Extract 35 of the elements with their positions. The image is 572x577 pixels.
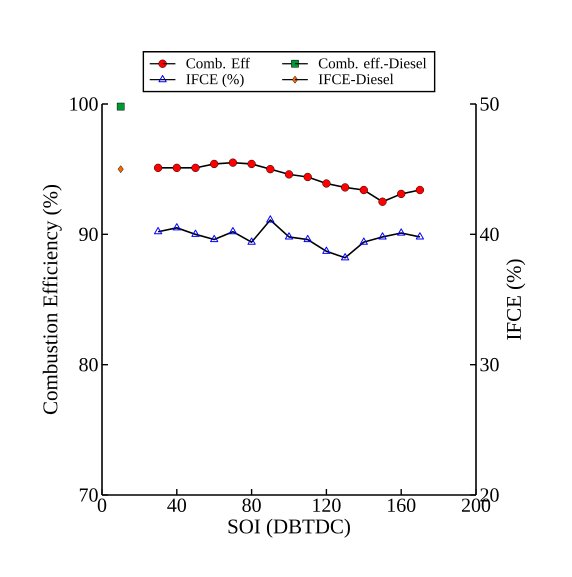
x-axis-title: SOI (DBTDC) <box>228 518 350 538</box>
y-axis-title: Combustion Efficiency (%) <box>42 184 62 414</box>
point <box>340 183 350 192</box>
point <box>397 190 406 198</box>
point <box>266 165 274 174</box>
point <box>322 179 331 188</box>
point <box>210 160 218 168</box>
legend-label: Comb. eff.-Diesel <box>318 58 426 68</box>
y2-tick-label: 40 <box>480 228 499 242</box>
legend-label: IFCE-Diesel <box>318 74 394 84</box>
y2-axis-title: IFCE (%) <box>506 259 526 340</box>
y-tick-label: 100 <box>70 97 98 111</box>
y-tick-label: 70 <box>80 488 98 502</box>
point <box>416 186 424 194</box>
point <box>116 102 125 110</box>
point <box>247 160 256 168</box>
x-tick-label: 40 <box>167 498 186 512</box>
point <box>172 164 181 172</box>
point <box>378 198 387 206</box>
legend-label: IFCE (%) <box>186 74 244 88</box>
point <box>228 158 238 167</box>
point <box>154 164 162 172</box>
point <box>304 172 312 182</box>
legend-label: Comb. Eff <box>186 58 250 68</box>
point <box>284 170 294 179</box>
y2-tick-label: 50 <box>480 97 499 111</box>
x-tick-label: 160 <box>388 498 416 512</box>
point <box>191 164 200 172</box>
x-tick-label: 120 <box>313 498 341 512</box>
x-tick-label: 80 <box>242 498 261 512</box>
y-tick-label: 80 <box>79 358 98 372</box>
point <box>360 186 368 194</box>
y2-tick-label: 30 <box>480 358 499 372</box>
x-tick-label: 0 <box>98 498 106 512</box>
y-tick-label: 90 <box>79 228 98 242</box>
